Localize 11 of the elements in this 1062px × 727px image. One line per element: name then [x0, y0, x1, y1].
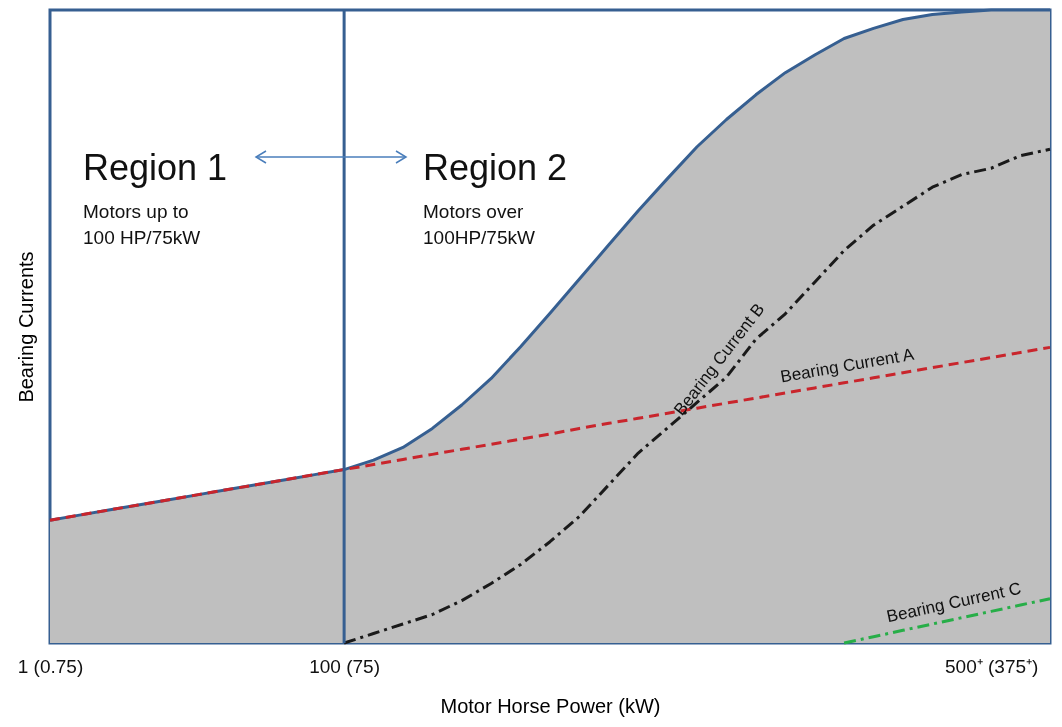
annotation: Motors up to 100 HP/75kW	[83, 201, 201, 248]
annotation: Region 2	[423, 147, 568, 188]
x-tick-label: 1 (0.75)	[17, 655, 84, 677]
text: Bearing Current C	[884, 578, 1023, 627]
x-tick-label: 100 (75)	[309, 655, 381, 677]
x-axis-title: Motor Horse Power (kW)	[440, 694, 661, 717]
annotation: Region 1	[83, 147, 228, 188]
annotation: Motors over 100HP/75kW	[423, 201, 536, 248]
text: Bearing Current A	[779, 344, 917, 387]
y-axis-title: Bearing Currents	[14, 251, 37, 403]
x-tick-label: 500⁺ (375⁺)	[945, 655, 1039, 677]
